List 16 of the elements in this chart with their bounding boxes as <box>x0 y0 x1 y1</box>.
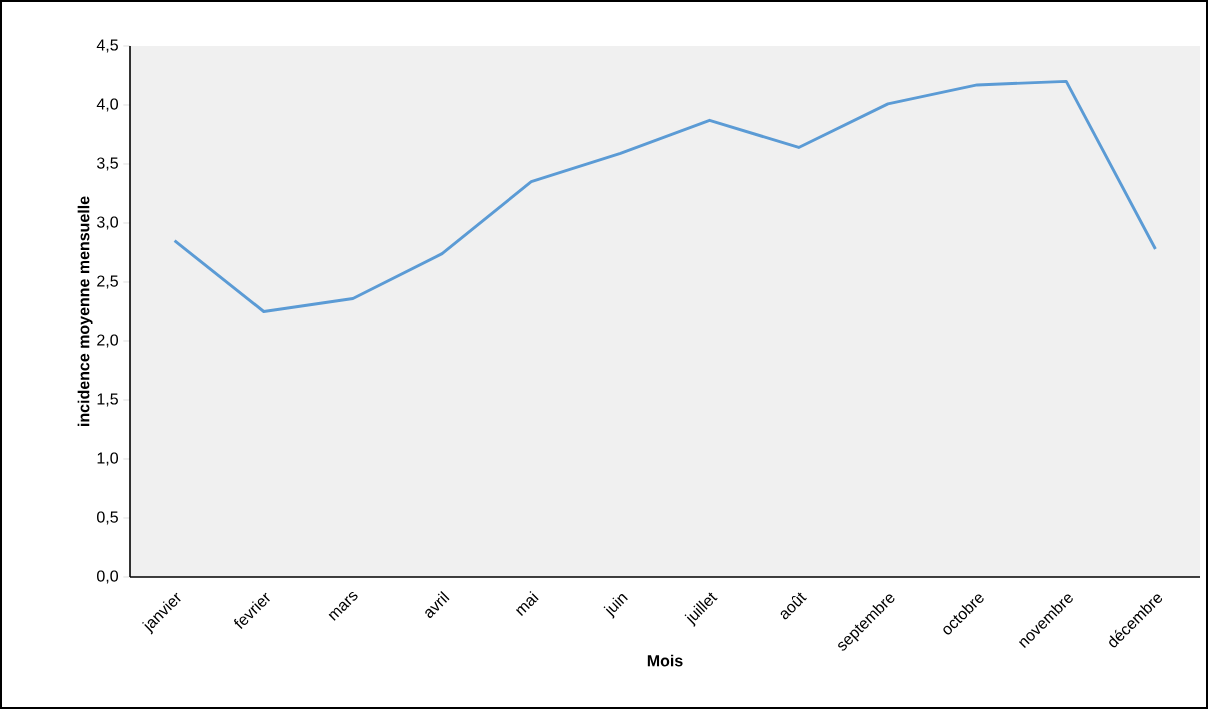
x-tick-label: mai <box>515 591 539 616</box>
y-tick-label: 4,5 <box>96 39 118 53</box>
y-tick-label: 3,5 <box>96 157 118 171</box>
y-tick-label: 0,5 <box>97 511 118 525</box>
line-series <box>173 79 1157 313</box>
y-tick-label: 1,0 <box>97 452 119 466</box>
y-tick-label: 2,0 <box>97 334 119 348</box>
x-tick-label: avril <box>425 591 450 618</box>
y-tick-label: 0,0 <box>97 570 119 584</box>
y-axis-title: incidence moyenne mensuelle <box>77 196 93 426</box>
y-tick-label: 1,5 <box>97 393 118 407</box>
x-axis-title: Mois <box>647 654 683 667</box>
y-tick-label: 2,5 <box>97 275 118 289</box>
y-tick-label: 3,0 <box>96 216 119 230</box>
x-tick-label: juin <box>603 594 628 619</box>
y-tick-label: 4,0 <box>96 98 119 112</box>
